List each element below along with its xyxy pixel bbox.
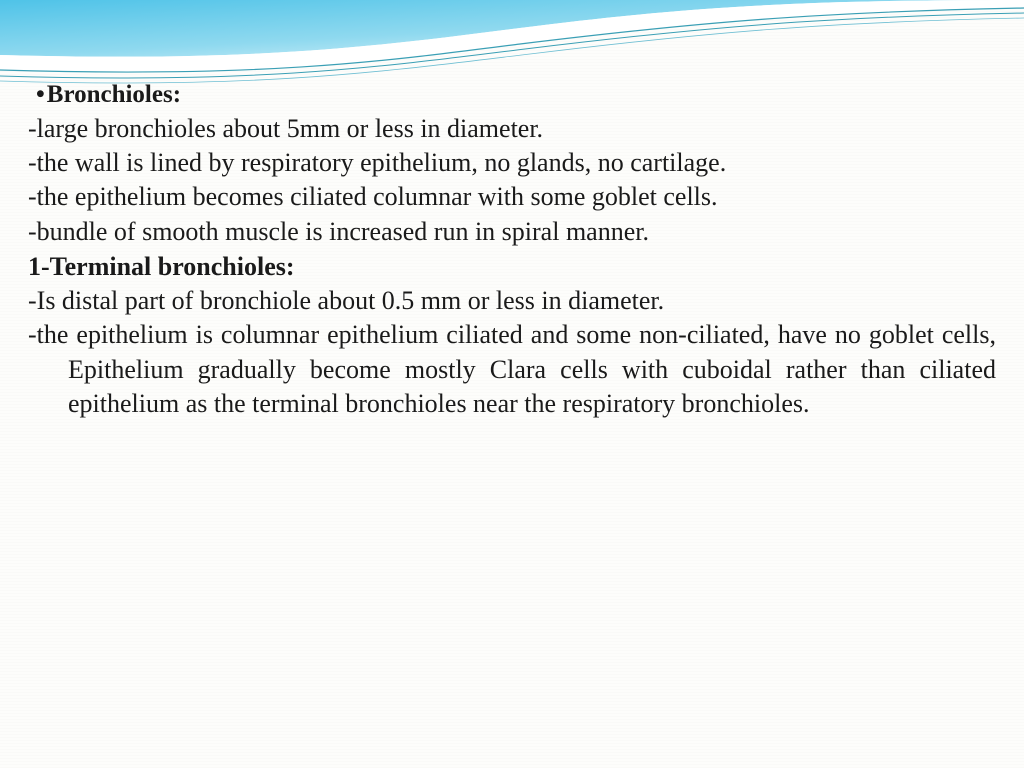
body-line: -the wall is lined by respiratory epithe… [28,146,996,180]
heading-text: Bronchioles: [47,81,181,108]
body-line: -the epithelium becomes ciliated columna… [28,180,996,214]
heading-bronchioles: •Bronchioles: [36,78,996,112]
body-line: -Is distal part of bronchiole about 0.5 … [28,284,996,318]
heading-terminal-bronchioles: 1-Terminal bronchioles: [28,249,996,284]
body-line: -bundle of smooth muscle is increased ru… [28,215,996,249]
body-line: -the epithelium is columnar epithelium c… [28,318,996,421]
slide-content: •Bronchioles: -large bronchioles about 5… [28,78,996,421]
body-line: -large bronchioles about 5mm or less in … [28,112,996,146]
